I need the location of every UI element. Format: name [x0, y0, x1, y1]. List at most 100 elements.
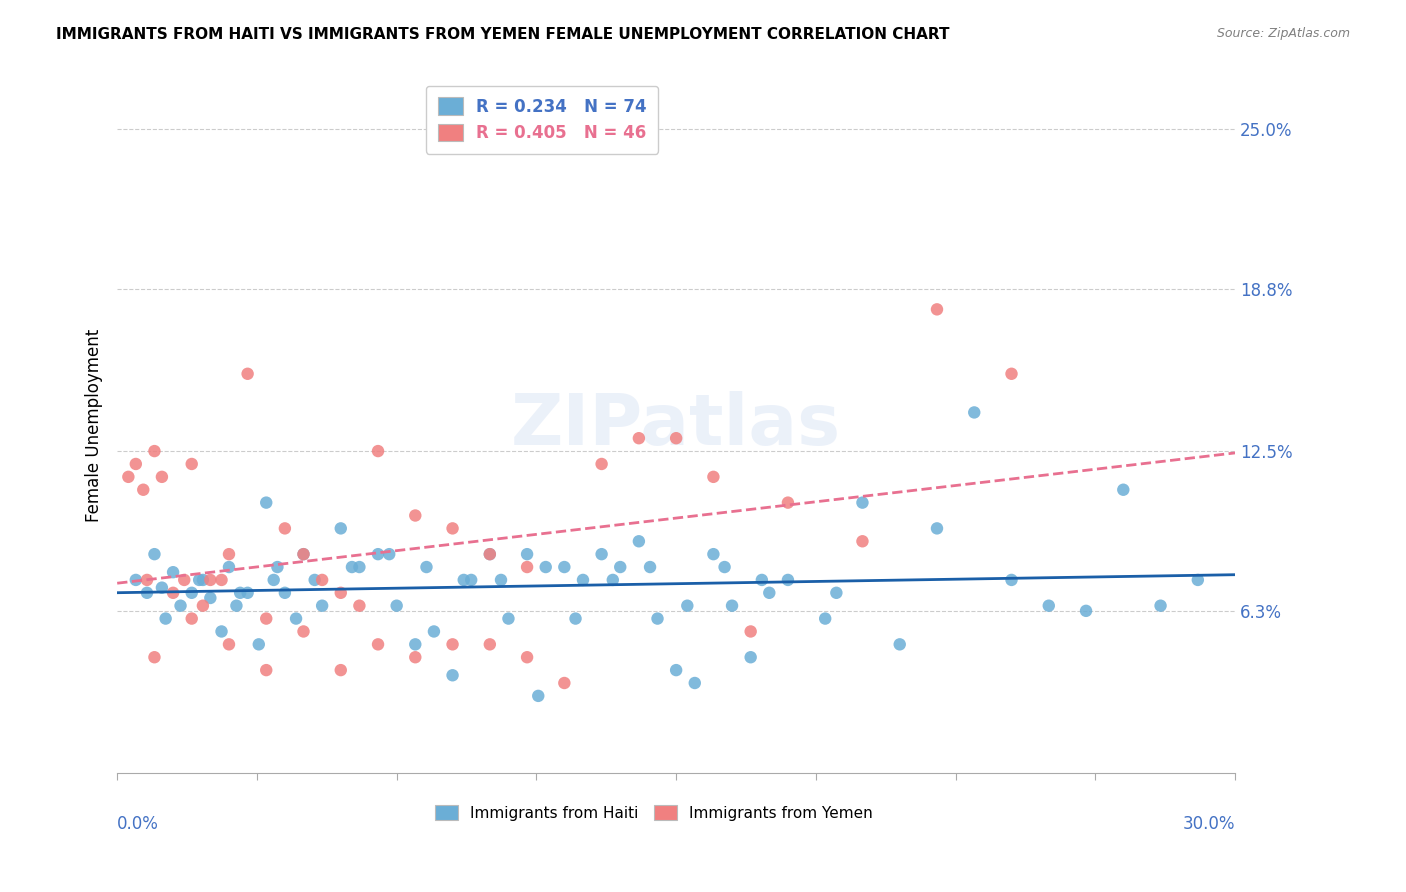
Text: Source: ZipAtlas.com: Source: ZipAtlas.com	[1216, 27, 1350, 40]
Point	[218, 547, 240, 561]
Point	[647, 611, 669, 625]
Point	[564, 611, 586, 625]
Point	[254, 663, 277, 677]
Point	[713, 560, 735, 574]
Point	[516, 650, 538, 665]
Point	[740, 650, 762, 665]
Point	[236, 586, 259, 600]
Point	[638, 560, 661, 574]
Point	[254, 495, 277, 509]
Point	[404, 650, 426, 665]
Point	[776, 495, 799, 509]
Point	[263, 573, 285, 587]
Point	[572, 573, 595, 587]
Point	[460, 573, 482, 587]
Point	[173, 573, 195, 587]
Point	[143, 547, 166, 561]
Point	[740, 624, 762, 639]
Point	[851, 495, 873, 509]
Point	[423, 624, 446, 639]
Point	[180, 586, 202, 600]
Point	[516, 547, 538, 561]
Point	[1000, 367, 1022, 381]
Point	[702, 470, 724, 484]
Point	[478, 547, 501, 561]
Point	[155, 611, 177, 625]
Point	[218, 637, 240, 651]
Point	[814, 611, 837, 625]
Point	[702, 547, 724, 561]
Point	[665, 663, 688, 677]
Point	[132, 483, 155, 497]
Point	[1000, 573, 1022, 587]
Point	[441, 668, 464, 682]
Point	[553, 560, 575, 574]
Point	[143, 650, 166, 665]
Point	[1074, 604, 1097, 618]
Point	[188, 573, 211, 587]
Point	[534, 560, 557, 574]
Point	[162, 565, 184, 579]
Point	[1038, 599, 1060, 613]
Point	[516, 560, 538, 574]
Point	[627, 534, 650, 549]
Point	[211, 573, 233, 587]
Point	[665, 431, 688, 445]
Point	[225, 599, 247, 613]
Point	[200, 591, 222, 605]
Point	[218, 560, 240, 574]
Point	[125, 457, 148, 471]
Point	[825, 586, 848, 600]
Point	[191, 573, 214, 587]
Point	[349, 560, 371, 574]
Point	[125, 573, 148, 587]
Point	[329, 663, 352, 677]
Point	[385, 599, 408, 613]
Point	[404, 637, 426, 651]
Point	[404, 508, 426, 523]
Point	[367, 547, 389, 561]
Point	[311, 599, 333, 613]
Point	[292, 547, 315, 561]
Point	[274, 586, 297, 600]
Point	[367, 637, 389, 651]
Text: ZIPatlas: ZIPatlas	[510, 391, 841, 459]
Point	[925, 521, 948, 535]
Point	[378, 547, 401, 561]
Point	[274, 521, 297, 535]
Point	[776, 573, 799, 587]
Point	[117, 470, 139, 484]
Text: IMMIGRANTS FROM HAITI VS IMMIGRANTS FROM YEMEN FEMALE UNEMPLOYMENT CORRELATION C: IMMIGRANTS FROM HAITI VS IMMIGRANTS FROM…	[56, 27, 949, 42]
Point	[489, 573, 512, 587]
Point	[211, 624, 233, 639]
Point	[758, 586, 780, 600]
Point	[851, 534, 873, 549]
Point	[1112, 483, 1135, 497]
Point	[367, 444, 389, 458]
Text: 0.0%: 0.0%	[117, 815, 159, 833]
Point	[478, 547, 501, 561]
Point	[751, 573, 773, 587]
Point	[1187, 573, 1209, 587]
Point	[180, 457, 202, 471]
Point	[143, 444, 166, 458]
Point	[441, 521, 464, 535]
Point	[602, 573, 624, 587]
Point	[292, 547, 315, 561]
Y-axis label: Female Unemployment: Female Unemployment	[86, 328, 103, 522]
Point	[169, 599, 191, 613]
Point	[150, 470, 173, 484]
Point	[229, 586, 252, 600]
Point	[136, 586, 159, 600]
Point	[304, 573, 326, 587]
Point	[311, 573, 333, 587]
Point	[136, 573, 159, 587]
Point	[683, 676, 706, 690]
Point	[453, 573, 475, 587]
Point	[266, 560, 288, 574]
Point	[200, 573, 222, 587]
Point	[236, 367, 259, 381]
Legend: Immigrants from Haiti, Immigrants from Yemen: Immigrants from Haiti, Immigrants from Y…	[427, 797, 880, 828]
Point	[627, 431, 650, 445]
Text: 30.0%: 30.0%	[1182, 815, 1234, 833]
